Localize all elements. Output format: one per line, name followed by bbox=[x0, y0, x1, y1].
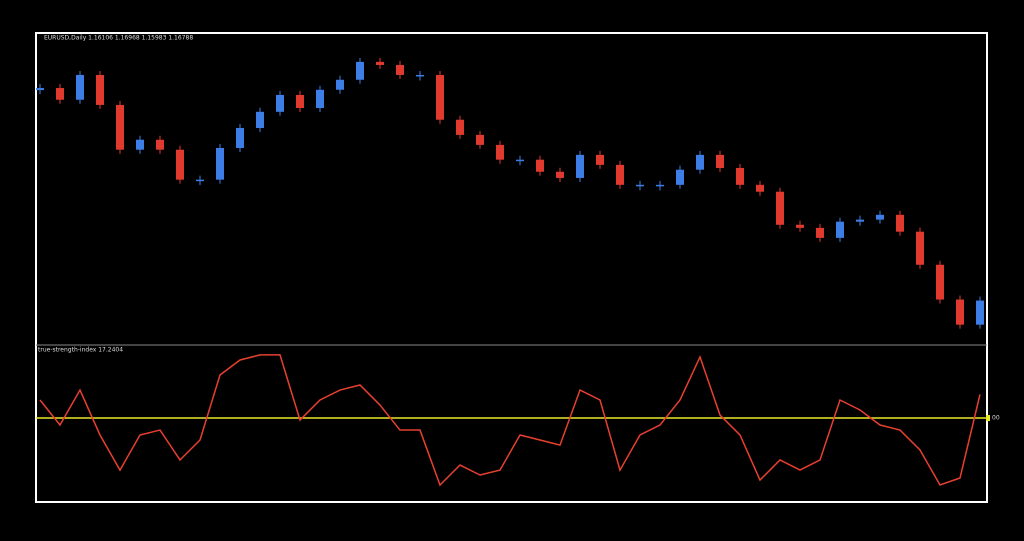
candle bbox=[316, 89, 324, 109]
candle bbox=[736, 167, 744, 185]
candle bbox=[356, 61, 364, 80]
candle bbox=[276, 94, 284, 112]
candle bbox=[556, 171, 564, 178]
indicator-header: true-strength-index 17.2404 bbox=[38, 347, 123, 354]
candle bbox=[36, 88, 44, 91]
candle bbox=[816, 227, 824, 238]
candle bbox=[376, 61, 384, 65]
candle bbox=[196, 179, 204, 182]
candle bbox=[576, 154, 584, 178]
candle bbox=[96, 74, 104, 105]
candle bbox=[896, 214, 904, 232]
candle bbox=[656, 184, 664, 187]
level-marker bbox=[986, 415, 990, 422]
candle bbox=[836, 221, 844, 238]
candle bbox=[676, 169, 684, 185]
candle bbox=[976, 300, 984, 325]
candle bbox=[596, 154, 604, 165]
candle bbox=[916, 231, 924, 265]
indicator-line bbox=[39, 354, 981, 487]
candle bbox=[296, 94, 304, 109]
candle bbox=[116, 104, 124, 150]
candle bbox=[536, 159, 544, 172]
candle bbox=[936, 264, 944, 300]
candle bbox=[56, 88, 64, 100]
price-header: EURUSD,Daily 1.16106 1.16968 1.15983 1.1… bbox=[44, 35, 193, 42]
candle bbox=[416, 74, 424, 77]
candle bbox=[136, 139, 144, 150]
candle bbox=[696, 154, 704, 170]
candle bbox=[176, 149, 184, 180]
candle bbox=[856, 219, 864, 222]
candle bbox=[396, 64, 404, 75]
candle bbox=[336, 79, 344, 90]
candle bbox=[956, 299, 964, 325]
candle bbox=[616, 164, 624, 185]
level-label: 00 bbox=[992, 415, 1000, 422]
candle bbox=[256, 111, 264, 128]
candle bbox=[156, 139, 164, 150]
frame bbox=[35, 32, 988, 503]
candle bbox=[236, 128, 244, 148]
candle bbox=[636, 184, 644, 187]
candle bbox=[76, 74, 84, 100]
candle bbox=[496, 144, 504, 160]
candle bbox=[476, 134, 484, 145]
candle bbox=[716, 154, 724, 168]
candle bbox=[876, 214, 884, 220]
candle bbox=[216, 147, 224, 180]
candle bbox=[516, 159, 524, 162]
candle bbox=[456, 119, 464, 135]
candle bbox=[436, 74, 444, 120]
candle bbox=[796, 224, 804, 228]
candle bbox=[776, 191, 784, 225]
candle bbox=[756, 184, 764, 192]
